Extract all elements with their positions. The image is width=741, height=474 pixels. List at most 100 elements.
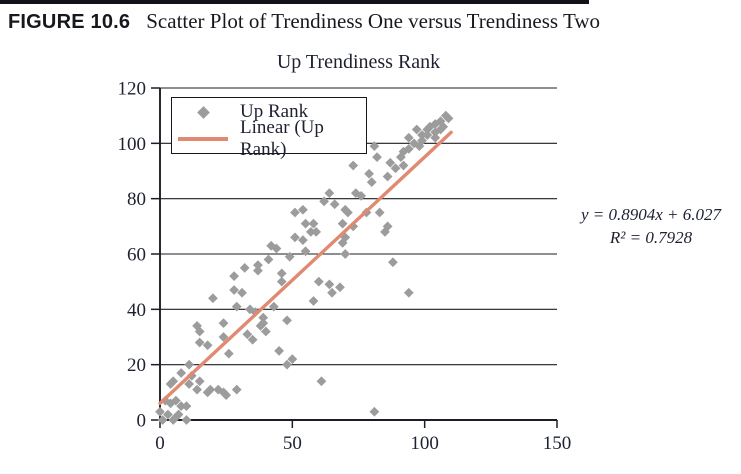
scatter-point	[313, 276, 324, 287]
scatter-point	[364, 168, 374, 179]
scatter-point	[253, 260, 263, 270]
scatter-point	[319, 196, 329, 207]
figure-caption: Scatter Plot of Trendiness One versus Tr…	[146, 9, 600, 33]
scatter-point	[308, 218, 319, 229]
legend-label: Linear (Up Rank)	[240, 116, 324, 160]
scatter-point	[411, 124, 422, 135]
scatter-point	[311, 226, 322, 237]
scatter-point	[231, 384, 242, 395]
scatter-point	[176, 401, 187, 412]
scatter-point	[438, 121, 449, 132]
y-tick-label: 0	[137, 411, 147, 432]
scatter-point	[163, 409, 173, 420]
scatter-point	[258, 312, 269, 323]
scatter-point	[348, 160, 359, 171]
scatter-point	[327, 287, 337, 298]
scatter-point	[181, 401, 192, 412]
scatter-point	[340, 249, 351, 259]
scatter-point	[329, 199, 340, 210]
legend: Up Rank Linear (Up Rank)	[171, 97, 367, 160]
scatter-point	[194, 337, 205, 348]
scatter-point	[247, 334, 258, 345]
scatter-point	[276, 268, 287, 279]
scatter-point	[366, 177, 377, 187]
scatter-point	[300, 246, 311, 257]
trend-line	[158, 130, 453, 406]
scatter-point	[194, 376, 205, 387]
scatter-point	[290, 232, 300, 243]
scatter-point	[337, 218, 348, 229]
scatter-point	[290, 207, 300, 218]
scatter-point	[398, 160, 409, 171]
scatter-point	[171, 395, 181, 406]
x-tick-label: 0	[155, 433, 165, 454]
scatter-point	[192, 384, 202, 395]
x-tick-label: 150	[543, 433, 572, 454]
scatter-point	[282, 315, 292, 326]
x-tick-label: 100	[410, 433, 439, 454]
scatter-point	[155, 406, 165, 417]
r-squared-line: R² = 0.7928	[609, 228, 693, 247]
scatter-point	[242, 329, 253, 340]
scatter-point	[221, 390, 232, 400]
scatter-point	[403, 143, 414, 154]
scatter-point	[253, 265, 263, 276]
scatter-point	[202, 340, 213, 351]
legend-entry-up-rank: Up Rank	[172, 100, 366, 125]
scatter-point	[237, 287, 247, 298]
scatter-point	[356, 191, 367, 201]
scatter-point	[276, 276, 287, 287]
scatter-point	[260, 326, 271, 337]
equation-line: y = 0.8904x + 6.027	[580, 205, 722, 224]
scatter-point	[239, 262, 250, 273]
scatter-point	[300, 218, 311, 229]
scatter-point	[372, 152, 382, 163]
scatter-point	[268, 301, 279, 312]
regression-equation: y = 0.8904x + 6.027 R² = 0.7928	[565, 203, 737, 249]
scatter-point	[324, 188, 335, 199]
top-rule-divider	[0, 0, 589, 4]
y-tick-label: 40	[127, 300, 146, 321]
legend-label: Up Rank	[240, 101, 309, 123]
trendline-marker-icon	[178, 136, 228, 141]
scatter-point	[184, 359, 194, 370]
scatter-point	[173, 409, 184, 420]
diamond-marker-icon	[196, 105, 210, 119]
scatter-point	[369, 141, 380, 151]
scatter-point	[403, 132, 414, 143]
scatter-point	[271, 243, 282, 254]
scatter-point	[417, 130, 427, 140]
scatter-point	[168, 376, 179, 387]
y-tick-label: 100	[118, 134, 147, 155]
scatter-point	[417, 135, 427, 146]
scatter-point	[382, 221, 393, 232]
scatter-point	[430, 132, 441, 143]
scatter-point	[305, 226, 316, 237]
legend-entry-linear: Linear (Up Rank)	[172, 117, 366, 160]
scatter-point	[282, 359, 292, 370]
scatter-point	[284, 251, 295, 262]
scatter-point	[324, 279, 335, 290]
scatter-point	[298, 204, 308, 215]
scatter-point	[181, 415, 192, 425]
scatter-point	[258, 318, 269, 329]
scatter-point	[316, 376, 327, 387]
scatter-point	[369, 406, 380, 417]
scatter-point	[263, 254, 274, 265]
scatter-point	[308, 296, 319, 306]
scatter-point	[374, 207, 385, 218]
scatter-point	[208, 293, 218, 304]
scatter-point	[229, 285, 239, 295]
scatter-point	[184, 379, 194, 389]
figure-header: FIGURE 10.6 Scatter Plot of Trendiness On…	[8, 9, 728, 34]
y-tick-label: 120	[118, 79, 147, 100]
chart-title: Up Trendiness Rank	[276, 51, 441, 73]
scatter-point	[218, 318, 229, 329]
scatter-point	[390, 163, 401, 174]
scatter-point	[194, 326, 205, 337]
scatter-point	[218, 332, 229, 342]
scatter-point	[343, 207, 353, 218]
figure-number-label: FIGURE 10.6	[8, 11, 131, 33]
